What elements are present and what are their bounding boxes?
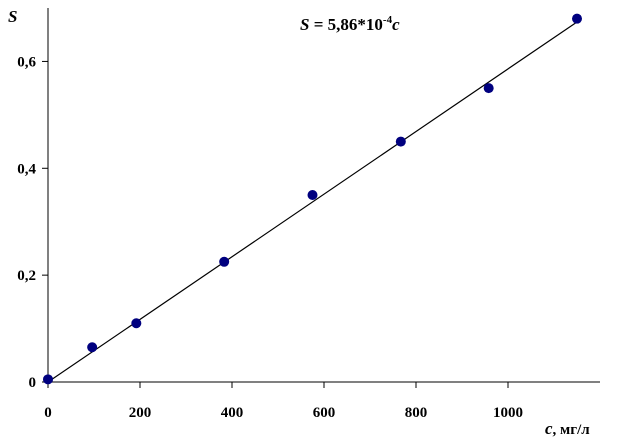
- x-tick-label: 200: [129, 405, 152, 421]
- x-tick-label: 0: [44, 405, 52, 421]
- data-point: [219, 256, 230, 267]
- data-point: [395, 136, 406, 147]
- x-tick-label: 400: [221, 405, 244, 421]
- data-point: [307, 190, 318, 200]
- y-tick-labels: 0 0,2 0,4 0,6: [17, 54, 36, 391]
- x-tick-label: 1000: [493, 405, 523, 421]
- equation-exponent: -4: [383, 14, 393, 26]
- x-tick-label: 600: [313, 405, 336, 421]
- trendline: [47, 21, 578, 383]
- x-tick-label: 800: [405, 405, 428, 421]
- equation-c: c: [392, 15, 400, 34]
- data-point: [87, 342, 98, 353]
- y-axis-title: S: [8, 7, 17, 26]
- y-tick-label: 0: [29, 375, 37, 391]
- equation-equals: = 5,86*10: [309, 15, 382, 34]
- x-axis-unit: , мг/л: [553, 422, 591, 438]
- x-axis-title-var: c: [545, 419, 553, 438]
- data-point: [131, 318, 142, 329]
- x-ticks: [47, 382, 509, 388]
- equation-annotation: S = 5,86*10-4c: [300, 14, 400, 34]
- x-axis-title: c, мг/л: [545, 419, 590, 438]
- data-points: [43, 13, 582, 385]
- data-point: [43, 374, 53, 385]
- data-point: [483, 83, 494, 94]
- y-tick-label: 0,6: [17, 54, 36, 70]
- data-point: [572, 13, 582, 24]
- y-tick-label: 0,2: [17, 268, 36, 284]
- x-tick-labels: 0 200 400 600 800 1000: [44, 405, 523, 421]
- y-ticks: [42, 60, 48, 383]
- y-tick-label: 0,4: [17, 161, 36, 177]
- equation-s: S: [300, 15, 309, 34]
